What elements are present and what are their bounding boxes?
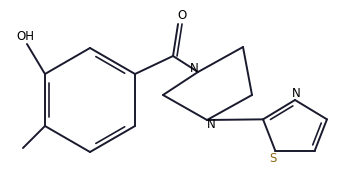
Text: OH: OH	[16, 30, 34, 42]
Text: S: S	[270, 152, 277, 165]
Text: N: N	[189, 62, 198, 74]
Text: N: N	[291, 86, 301, 100]
Text: N: N	[206, 118, 215, 132]
Text: O: O	[177, 8, 187, 21]
